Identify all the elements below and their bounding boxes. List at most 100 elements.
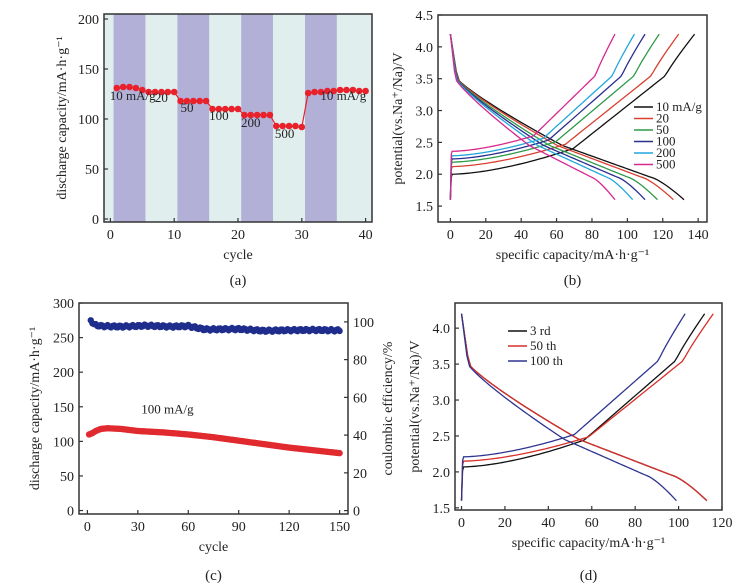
legend-label: 10 mA/g [656, 99, 702, 114]
x-tick-label: 40 [541, 516, 555, 531]
series-200 [449, 33, 636, 201]
discharge-curve [460, 313, 708, 502]
discharge-curve [449, 34, 616, 201]
x-tick-label: 60 [585, 516, 599, 531]
data-point [330, 87, 338, 95]
discharge-curve [449, 34, 685, 201]
panel-caption: (c) [205, 568, 222, 584]
discharge-curve [460, 313, 708, 502]
data-point [317, 88, 325, 96]
x-tick-label: 80 [628, 516, 642, 531]
data-point [336, 86, 344, 94]
data-point [285, 122, 293, 130]
x-axis-label: cycle [223, 248, 253, 263]
series-3-rd [460, 313, 708, 502]
chart-d: 0 20 40 60 80 100 120 1.5 2.0 2.5 3.0 3.5 4.0 specifi… [408, 302, 733, 584]
charge-curve [449, 33, 680, 200]
data-point [164, 88, 172, 96]
y-tick-label: 0 [92, 213, 99, 228]
y-tick-label: 3.0 [433, 394, 451, 409]
y-tick-label: 2.0 [416, 168, 434, 183]
y-axis-label: potential(vs.Na⁺/Na)/V [408, 340, 423, 472]
data-point [119, 83, 127, 91]
rate-label: 20 [155, 90, 168, 105]
data-point [126, 83, 133, 91]
legend-label: 200 [656, 145, 676, 160]
panel-caption: (a) [230, 273, 247, 289]
legend-label: 20 [656, 111, 669, 126]
y2-tick-label: 40 [353, 429, 367, 444]
plot-frame [78, 302, 349, 515]
data-point [247, 111, 255, 119]
x-tick-label: 90 [232, 520, 246, 535]
y-axis-label: discharge capacity/mA·h·g⁻¹ [28, 327, 43, 490]
y-tick-label: 200 [53, 366, 74, 381]
rate-label: 200 [241, 115, 261, 130]
data-point [170, 88, 178, 96]
rate-band [273, 14, 305, 222]
y-tick-label: 100 [78, 113, 99, 128]
x-tick-label: 0 [458, 516, 465, 531]
data-point [343, 86, 350, 94]
capacity-point [336, 449, 343, 457]
series-20 [449, 33, 680, 201]
y2-tick-label: 60 [353, 391, 367, 406]
plot-frame [454, 302, 723, 511]
y2-tick-label: 20 [353, 467, 367, 482]
legend-label: 100 [656, 134, 676, 149]
data-point [272, 122, 280, 130]
series-10-mA/g [449, 33, 696, 201]
discharge-curve [449, 34, 658, 201]
charge-curve [460, 313, 706, 501]
y-tick-label: 2.5 [416, 136, 434, 151]
y-tick-label: 200 [78, 13, 99, 28]
data-point [221, 105, 229, 113]
x-tick-label: 20 [479, 228, 493, 243]
data-point [177, 97, 184, 105]
data-point [151, 88, 159, 96]
data-point [253, 111, 261, 119]
y-tick-label: 4.5 [416, 9, 434, 24]
panel-caption: (b) [564, 273, 582, 289]
charge-curve [460, 313, 714, 501]
data-point [349, 86, 357, 94]
data-point [183, 97, 191, 105]
rate-band [209, 14, 242, 222]
data-point [113, 84, 121, 92]
x-tick-label: 140 [688, 228, 709, 243]
y2-tick-label: 0 [353, 505, 360, 520]
data-point [292, 122, 299, 130]
y-tick-label: 250 [53, 332, 74, 347]
x-tick-label: 60 [550, 228, 564, 243]
x-tick-label: 30 [295, 228, 309, 243]
x-tick-label: 30 [131, 520, 145, 535]
series-500 [449, 33, 616, 201]
y-tick-label: 4.0 [433, 322, 451, 337]
data-point [279, 122, 286, 130]
y-tick-label: 1.5 [433, 502, 451, 517]
rate-band [177, 14, 210, 222]
x-tick-label: 80 [585, 228, 599, 243]
x-tick-label: 0 [447, 228, 454, 243]
y-axis-label: potential(vs.Na⁺/Na)/V [391, 52, 406, 184]
data-point [362, 87, 369, 95]
y2-tick-label: 80 [353, 354, 367, 369]
y-tick-label: 100 [53, 435, 74, 450]
panel-caption: (d) [580, 568, 598, 584]
y-tick-label: 3.5 [433, 358, 451, 373]
plot-frame [437, 14, 708, 223]
x-tick-label: 120 [712, 516, 733, 531]
data-point [241, 111, 248, 119]
data-point [132, 84, 140, 92]
series-50 [449, 33, 660, 201]
y-tick-label: 2.5 [433, 430, 451, 445]
rate-label: 100 [209, 108, 229, 123]
data-point [196, 97, 204, 105]
series-50-th [460, 313, 714, 502]
y-tick-label: 150 [78, 63, 99, 78]
discharge-curve [460, 313, 677, 502]
x-tick-label: 120 [279, 520, 300, 535]
data-point [158, 88, 165, 96]
x-tick-label: 150 [329, 520, 350, 535]
